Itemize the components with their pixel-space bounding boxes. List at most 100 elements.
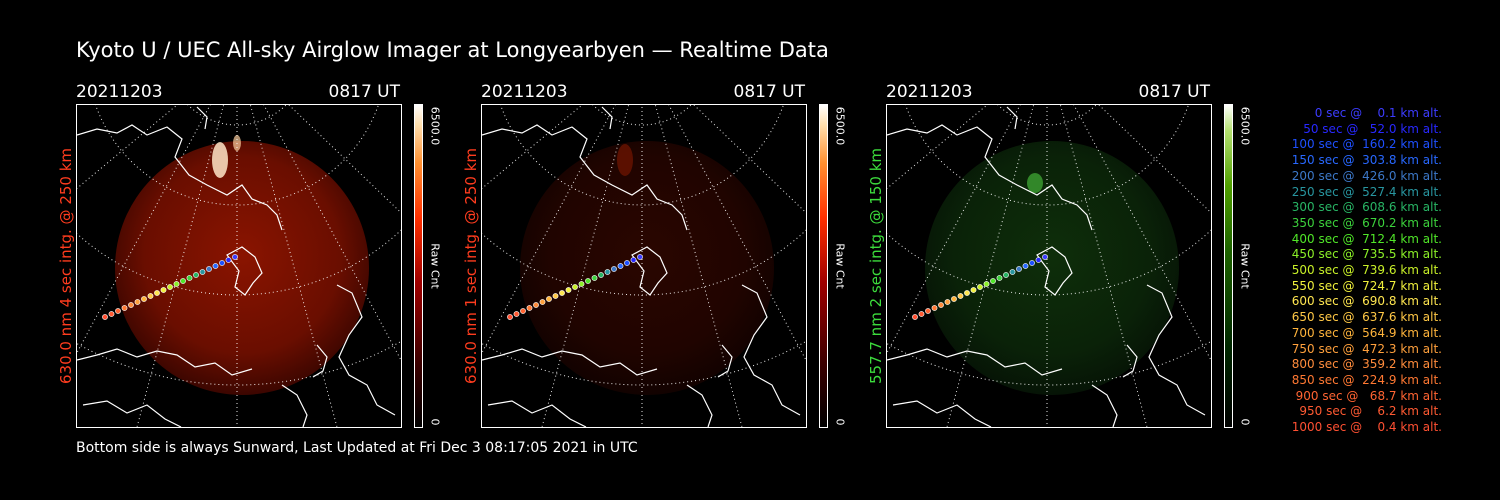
trajectory-point	[624, 260, 630, 266]
colorbar-unit: Raw Cnt	[833, 243, 847, 289]
legend-entry: 650 sec @ 637.6 km alt.	[1291, 310, 1442, 325]
trajectory-point	[604, 269, 611, 275]
trajectory-point	[141, 296, 147, 302]
trajectory-point	[990, 278, 996, 284]
trajectory-point	[173, 281, 180, 287]
trajectory-point	[977, 284, 983, 290]
trajectory-point	[167, 284, 173, 290]
trajectory-point	[199, 269, 206, 275]
legend-entry: 900 sec @ 68.7 km alt.	[1295, 388, 1442, 403]
trajectory-point	[925, 308, 931, 314]
aurora-bright-spot	[212, 142, 228, 178]
legend-entry: 750 sec @ 472.3 km alt.	[1291, 341, 1442, 356]
legend-entry: 700 sec @ 564.9 km alt.	[1291, 325, 1442, 340]
trajectory-point	[147, 293, 154, 299]
trajectory-point	[507, 314, 513, 320]
legend-entry: 200 sec @ 426.0 km alt.	[1291, 168, 1442, 183]
aurora-spot	[617, 144, 633, 176]
colorbar-min: 0	[1238, 418, 1252, 426]
trajectory-point	[578, 281, 585, 287]
trajectory-point	[186, 275, 193, 281]
trajectory-point	[225, 257, 232, 263]
trajectory-point	[611, 266, 617, 272]
trajectory-point	[546, 296, 552, 302]
trajectory-point	[944, 299, 951, 305]
legend-entry: 300 sec @ 608.6 km alt.	[1291, 200, 1442, 215]
legend-entry: 250 sec @ 527.4 km alt.	[1291, 184, 1442, 199]
panel-3-colorbar-labels: 6500.0 Raw Cnt 0	[1238, 104, 1252, 428]
footer-note: Bottom side is always Sunward, Last Upda…	[76, 440, 638, 456]
lat-lon-grid	[482, 105, 806, 427]
trajectory-point	[996, 275, 1003, 281]
trajectory-point	[983, 281, 990, 287]
trajectory-point	[598, 272, 604, 278]
trajectory-point	[951, 296, 957, 302]
colorbar-unit: Raw Cnt	[1238, 243, 1252, 289]
trajectory-legend: 0 sec @ 0.1 km alt. 50 sec @ 52.0 km alt.…	[1262, 106, 1442, 436]
trajectory-point	[1029, 260, 1035, 266]
trajectory-point	[513, 311, 520, 317]
panel-3-time: 0817 UT	[1138, 82, 1211, 102]
panel-2-date: 20211203	[481, 82, 568, 102]
colorbar-max: 6500.0	[833, 106, 847, 146]
trajectory-point	[1042, 254, 1048, 260]
legend-entry: 100 sec @ 160.2 km alt.	[1291, 137, 1442, 152]
airglow-field	[115, 141, 369, 395]
legend-entry: 0 sec @ 0.1 km alt.	[1314, 106, 1442, 120]
colorbar-unit: Raw Cnt	[428, 243, 442, 289]
trajectory-point	[970, 287, 977, 293]
trajectory-point	[938, 302, 944, 308]
trajectory-point	[232, 254, 238, 260]
trajectory-point	[591, 275, 598, 281]
trajectory-point	[1022, 263, 1029, 269]
legend-entry: 350 sec @ 670.2 km alt.	[1291, 215, 1442, 230]
trajectory-point	[128, 302, 134, 308]
legend-entry: 850 sec @ 224.9 km alt.	[1291, 372, 1442, 387]
trajectory-point	[193, 272, 199, 278]
panel-1-colorbar-labels: 6500.0 Raw Cnt 0	[428, 104, 442, 428]
legend-entry: 50 sec @ 52.0 km alt.	[1303, 121, 1442, 136]
trajectory-point	[533, 302, 539, 308]
trajectory-point	[219, 260, 225, 266]
lat-lon-grid	[77, 105, 401, 427]
colorbar-min: 0	[428, 418, 442, 426]
legend-entry: 600 sec @ 690.8 km alt.	[1291, 294, 1442, 309]
legend-entry: 550 sec @ 724.7 km alt.	[1291, 278, 1442, 293]
trajectory-point	[912, 314, 918, 320]
trajectory-point	[160, 287, 167, 293]
colorbar-max: 6500.0	[1238, 106, 1252, 146]
trajectory-point	[585, 278, 591, 284]
trajectory-point	[630, 257, 637, 263]
legend-entry: 950 sec @ 6.2 km alt.	[1299, 404, 1442, 419]
panel-1-allsky-map	[76, 104, 402, 428]
image-panel-1: 630.0 nm 4 sec intg. @ 250 km 20211203 0…	[0, 0, 442, 500]
trajectory-point	[617, 263, 624, 269]
trajectory-point	[1016, 266, 1022, 272]
coastlines	[482, 106, 801, 427]
panel-3-colorbar	[1224, 104, 1233, 428]
trajectory-point	[1009, 269, 1016, 275]
panel-3-wavelength-label: 557.7 nm 2 sec intg. @ 150 km	[866, 104, 886, 428]
panel-3-date: 20211203	[886, 82, 973, 102]
colorbar-min: 0	[833, 418, 847, 426]
trajectory-point	[931, 305, 938, 311]
trajectory-point	[552, 293, 559, 299]
trajectory-point	[180, 278, 186, 284]
trajectory-point	[539, 299, 546, 305]
airglow-field	[520, 141, 774, 395]
panel-3-label-text: 557.7 nm 2 sec intg. @ 150 km	[867, 147, 885, 385]
lat-lon-grid	[887, 105, 1211, 427]
trajectory-point	[526, 305, 533, 311]
trajectory-point	[108, 311, 115, 317]
trajectory-point	[154, 290, 160, 296]
legend-entry: 1000 sec @ 0.4 km alt.	[1291, 420, 1442, 435]
trajectory-point	[918, 311, 925, 317]
trajectory-point	[212, 263, 219, 269]
trajectory-point	[1003, 272, 1009, 278]
image-panel-3: 557.7 nm 2 sec intg. @ 150 km 20211203 0…	[0, 0, 1252, 500]
panel-2-label-text: 630.0 nm 1 sec intg. @ 250 km	[462, 147, 480, 385]
panel-2-time: 0817 UT	[733, 82, 806, 102]
panel-2-colorbar	[819, 104, 828, 428]
legend-entry: 150 sec @ 303.8 km alt.	[1291, 153, 1442, 168]
trajectory-point	[115, 308, 121, 314]
